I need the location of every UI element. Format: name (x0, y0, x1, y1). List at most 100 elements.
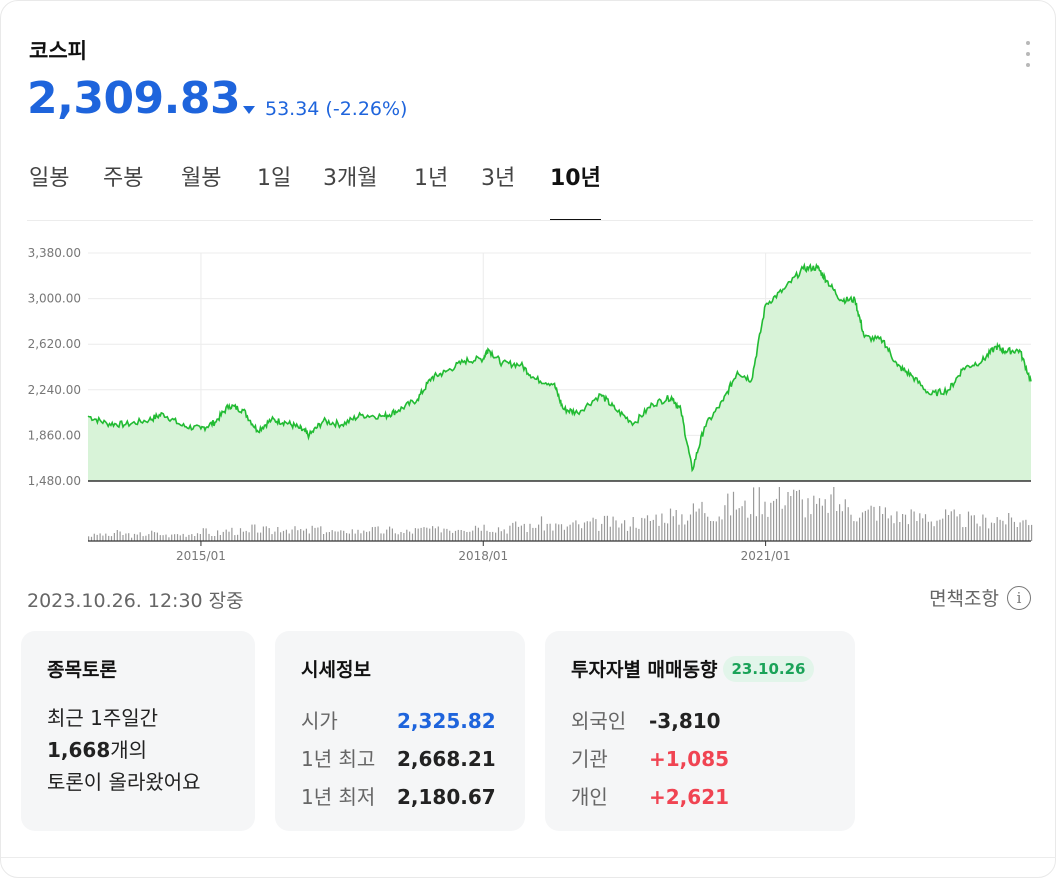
volume-bar (976, 523, 978, 541)
volume-bar (632, 517, 634, 541)
volume-bar (902, 514, 904, 541)
volume-bar (440, 532, 442, 541)
volume-bar (730, 515, 732, 541)
tab-daily[interactable]: 일봉 (29, 166, 70, 191)
volume-bar (695, 511, 697, 541)
volume-bar (598, 530, 600, 541)
volume-bar (916, 521, 918, 541)
volume-bar (517, 526, 520, 541)
tab-3year[interactable]: 3년 (481, 166, 516, 191)
volume-bar (371, 527, 373, 541)
volume-bar (526, 532, 528, 541)
volume-bar (727, 493, 729, 541)
volume-bar (572, 522, 574, 541)
volume-bar (225, 529, 227, 541)
volume-bar (775, 498, 778, 541)
tab-3month[interactable]: 3개월 (323, 166, 378, 191)
volume-bar (305, 528, 307, 541)
tab-1year[interactable]: 1년 (414, 166, 449, 191)
volume-bar (841, 511, 843, 541)
volume-bar (575, 520, 577, 541)
volume-bar (681, 514, 683, 541)
volume-bar (704, 513, 706, 541)
volume-bar (328, 532, 330, 541)
volume-bar (569, 524, 571, 541)
price-change: 53.34 (-2.26%) (243, 98, 407, 120)
volume-bar (549, 523, 551, 541)
volume-bar (667, 523, 669, 541)
volume-bar (265, 526, 267, 541)
volume-bar (389, 526, 391, 541)
tab-monthly[interactable]: 월봉 (181, 166, 222, 191)
volume-bar (274, 531, 276, 541)
volume-bar (454, 530, 457, 541)
volume-bar (168, 537, 170, 541)
volume-bar (108, 535, 110, 541)
volume-bar (348, 533, 350, 541)
more-options-icon[interactable] (1023, 41, 1033, 67)
volume-bar (116, 530, 118, 541)
volume-bar (985, 517, 987, 541)
volume-bar (237, 534, 239, 541)
volume-bar (148, 534, 150, 541)
volume-bar (710, 521, 712, 541)
volume-bar (893, 523, 895, 541)
volume-bar (1008, 513, 1010, 541)
volume-bar (861, 512, 864, 541)
discussion-card[interactable]: 종목토론 최근 1주일간 1,668개의 토론이 올라왔어요 (21, 631, 255, 831)
volume-bar (612, 516, 614, 541)
volume-bar (1031, 524, 1033, 541)
volume-bar (824, 499, 826, 541)
tab-weekly[interactable]: 주봉 (103, 166, 144, 191)
volume-bar (325, 532, 328, 541)
investor-trend-card[interactable]: 투자자별 매매동향 23.10.26 외국인 -3,810 기관 +1,085 … (545, 631, 855, 831)
tab-10year[interactable]: 10년 (550, 161, 601, 221)
volume-bar (698, 508, 700, 541)
volume-bar (300, 529, 302, 541)
index-title[interactable]: 코스피 (29, 39, 87, 63)
volume-bars (88, 487, 1033, 541)
volume-bar (919, 513, 921, 541)
volume-bar (558, 524, 560, 541)
volume-bar (179, 535, 181, 541)
volume-bar (535, 527, 537, 541)
volume-bar (936, 520, 938, 541)
volume-bar (750, 514, 752, 541)
volume-bar (956, 516, 958, 541)
volume-bar (735, 509, 737, 541)
volume-bar (414, 528, 416, 541)
volume-bar (429, 528, 431, 541)
info-circle-icon[interactable]: i (1007, 585, 1031, 610)
volume-bar (578, 524, 580, 541)
volume-bar (827, 512, 829, 541)
volume-bar (162, 535, 164, 541)
price-chart[interactable]: 3,380.00 3,000.00 2,620.00 2,240.00 1,860.00… (1, 231, 1056, 571)
price-info-card[interactable]: 시세정보 시가 2,325.82 1년 최고 2,668.21 1년 최저 2,… (275, 631, 525, 831)
volume-bar (211, 536, 213, 541)
volume-bar (649, 521, 651, 541)
volume-bar (125, 533, 127, 541)
price-info-row-low: 1년 최저 2,180.67 (301, 778, 499, 816)
volume-bar (939, 519, 941, 541)
volume-bar (601, 523, 603, 541)
volume-bar (927, 521, 929, 541)
y-tick-label: 3,380.00 (28, 246, 81, 260)
volume-bar (446, 528, 448, 541)
volume-bar (314, 527, 316, 541)
volume-bar (652, 519, 654, 541)
volume-bar (142, 536, 144, 541)
volume-bar (767, 516, 769, 541)
volume-bar (432, 526, 434, 541)
tab-1day[interactable]: 1일 (257, 166, 292, 191)
volume-bar (770, 502, 772, 541)
volume-bar (781, 508, 783, 541)
volume-bar (583, 522, 586, 541)
disclaimer-link[interactable]: 면책조항 i (929, 584, 1031, 611)
volume-bar (420, 527, 422, 541)
volume-bar (644, 518, 646, 541)
volume-bar (566, 526, 568, 541)
volume-bar (380, 533, 382, 541)
volume-bar (678, 524, 680, 541)
volume-bar (196, 533, 199, 541)
